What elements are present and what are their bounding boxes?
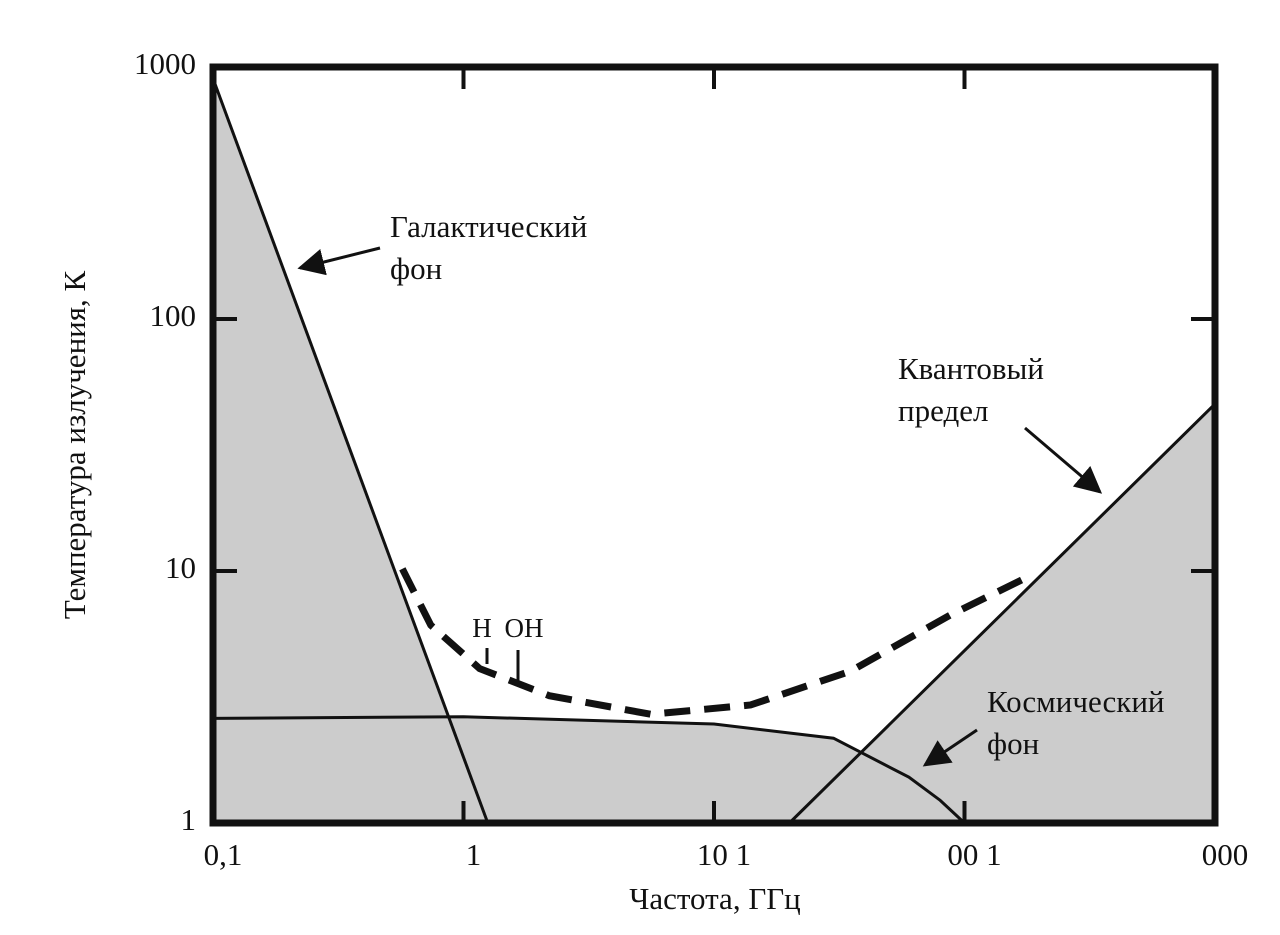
area — [213, 716, 965, 823]
arrow — [1024, 426, 1103, 494]
dashed-line — [399, 567, 1033, 718]
y-tick-label: 100 — [150, 298, 197, 333]
x-tick-label: 10 1 — [697, 837, 751, 872]
x-tick-label: 00 1 — [947, 837, 1001, 872]
annotation: H — [472, 613, 492, 643]
annotation: Космический — [987, 684, 1165, 719]
y-tick-label: 1 — [181, 802, 197, 837]
annotation: предел — [898, 393, 988, 428]
x-tick-label: 000 — [1202, 837, 1249, 872]
line — [788, 402, 1217, 825]
plot-frame — [209, 63, 1219, 827]
line — [211, 78, 490, 824]
annotation: Галактический — [390, 209, 587, 244]
arrow — [297, 246, 381, 276]
annotation: фон — [987, 726, 1039, 761]
y-axis-label: Температура излучения, К — [57, 271, 92, 620]
annotation: фон — [390, 251, 442, 286]
x-tick-label: 0,1 — [204, 837, 243, 872]
arrow — [922, 728, 978, 767]
x-tick-label: 1 — [466, 837, 482, 872]
annotation: Квантовый — [898, 351, 1044, 386]
y-tick-label: 1000 — [134, 46, 196, 81]
x-axis-label: Частота, ГГц — [629, 881, 801, 916]
annotation: OH — [505, 613, 544, 643]
y-tick-label: 10 — [165, 550, 196, 585]
line — [212, 715, 966, 825]
